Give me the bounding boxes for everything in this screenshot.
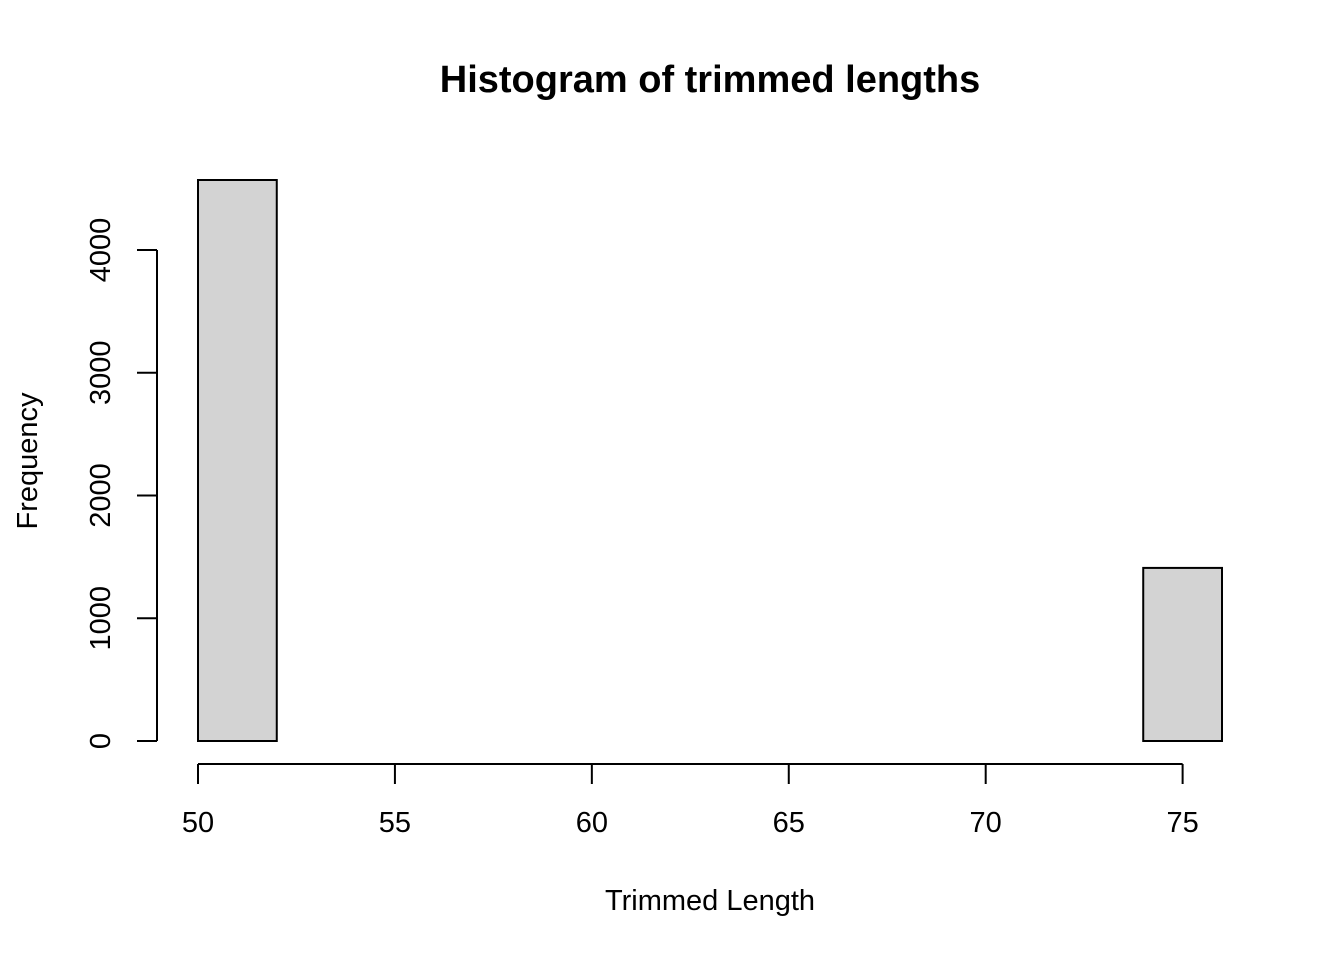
x-axis: 50 55 60 65 70 75 [182,763,1199,839]
y-axis: 0 1000 2000 3000 4000 [85,218,158,749]
chart-title: Histogram of trimmed lengths [440,59,981,101]
y-tick-label: 4000 [85,218,117,283]
bars-group [197,179,1223,742]
x-tick-label: 55 [379,807,411,839]
y-tick-label: 0 [85,733,117,749]
x-axis-label: Trimmed Length [605,885,815,917]
x-tick-label: 75 [1166,807,1198,839]
x-tick-label: 65 [773,807,805,839]
y-axis-label: Frequency [12,392,44,530]
x-tick-label: 50 [182,807,214,839]
x-tick-label: 60 [576,807,608,839]
y-tick-label: 3000 [85,340,117,405]
y-tick-label: 2000 [85,463,117,528]
y-tick-label: 1000 [85,586,117,651]
histogram-bar [1142,566,1223,742]
x-tick-label: 70 [970,807,1002,839]
histogram-bar [197,179,278,742]
